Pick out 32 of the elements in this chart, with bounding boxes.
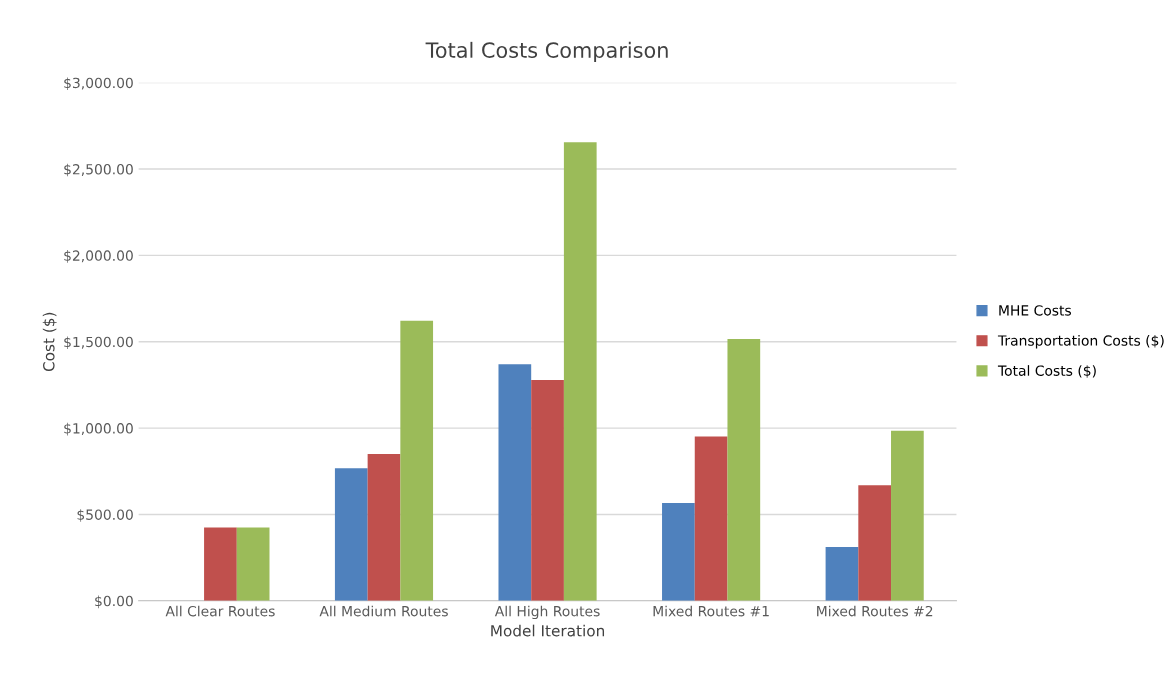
bar bbox=[498, 364, 532, 601]
bar bbox=[825, 547, 859, 601]
x-tick-label: All High Routes bbox=[494, 605, 600, 620]
bar bbox=[531, 379, 564, 601]
y-tick-label: $1,000.00 bbox=[64, 422, 133, 436]
bar bbox=[400, 320, 434, 601]
bar bbox=[367, 454, 401, 601]
y-tick-label: $0.00 bbox=[95, 595, 133, 609]
bar bbox=[727, 338, 761, 601]
legend-label: MHE Costs bbox=[999, 305, 1072, 316]
legend-label: Transportation Costs ($) bbox=[997, 335, 1164, 349]
bar bbox=[236, 527, 270, 601]
legend-label: Total Costs ($) bbox=[997, 365, 1096, 378]
y-tick-label: $3,000.00 bbox=[64, 77, 133, 90]
y-tick-label: $2,500.00 bbox=[64, 163, 133, 177]
y-axis-title: Cost ($) bbox=[42, 312, 57, 372]
bar bbox=[858, 485, 892, 601]
x-tick-label: Mixed Routes #2 bbox=[817, 605, 933, 617]
chart-title: Total Costs Comparison bbox=[425, 41, 668, 63]
y-tick-label: $2,000.00 bbox=[64, 250, 133, 263]
bar bbox=[204, 527, 237, 601]
x-tick-label: All Clear Routes bbox=[165, 605, 275, 617]
x-tick-label: Mixed Routes #1 bbox=[653, 605, 769, 617]
bar bbox=[662, 503, 695, 601]
bar bbox=[563, 142, 597, 601]
y-tick-label: $1,500.00 bbox=[64, 336, 133, 350]
bar bbox=[891, 430, 924, 601]
bar bbox=[694, 436, 728, 601]
x-axis-title: Model Iteration bbox=[491, 624, 605, 637]
y-tick-label: $500.00 bbox=[77, 509, 133, 522]
x-tick-label: All Medium Routes bbox=[319, 605, 448, 617]
bar bbox=[334, 468, 368, 601]
